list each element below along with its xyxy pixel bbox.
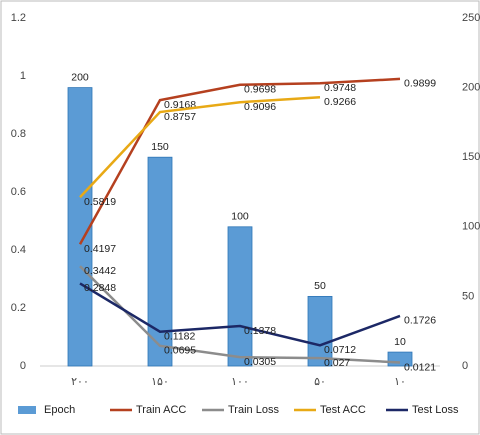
data-label: 100 [231,211,249,223]
y2-tick-label: 250 [462,12,480,24]
bar [227,226,253,367]
data-label: 50 [314,280,326,292]
y-tick-label: 0.4 [11,244,26,256]
data-label: 0.3442 [84,265,116,277]
y-tick-label: 0 [20,360,26,372]
data-label: 0.2848 [84,282,116,294]
bar [67,87,93,367]
y2-tick-label: 200 [462,82,480,94]
y2-tick-label: 150 [462,151,480,163]
data-label: 0.0712 [324,344,356,356]
legend-swatch [18,406,36,414]
line [79,265,401,364]
y2-tick-label: 0 [462,360,468,372]
bar [307,295,333,367]
data-label: 0.4197 [84,243,116,255]
data-label: 0.0121 [404,361,436,373]
data-label: 0.1378 [244,325,276,337]
legend-label: Test ACC [320,404,366,416]
y-tick-label: 0.8 [11,128,26,140]
data-label: 10 [394,336,406,348]
data-label: 0.9266 [324,96,356,108]
x-tick-label: ۱۰۰ [231,376,249,388]
legend-label: Train Loss [228,404,279,416]
legend-label: Epoch [44,404,75,416]
line [78,77,401,245]
line [79,282,401,347]
x-tick-label: ۱۰ [394,376,406,388]
legend-label: Test Loss [412,404,459,416]
x-tick-label: ۵۰ [314,376,326,388]
data-label: 0.0695 [164,345,196,357]
data-label: 150 [151,141,169,153]
data-label: 0.9899 [404,78,436,90]
data-label: 0.9748 [324,82,356,94]
x-tick-label: ۲۰۰ [71,376,89,388]
y-tick-label: 1.2 [11,12,26,24]
data-label: 0.1726 [404,315,436,327]
y2-tick-label: 100 [462,221,480,233]
y2-tick-label: 50 [462,290,474,302]
data-label: 0.5819 [84,196,116,208]
data-label: 0.1182 [164,331,195,343]
y-tick-label: 0.2 [11,302,26,314]
x-tick-label: ۱۵۰ [151,376,169,388]
data-label: 0.0305 [244,356,276,368]
data-label: 0.027 [324,357,350,369]
data-label: 0.8757 [164,111,196,123]
y-tick-label: 1 [20,70,26,82]
data-label: 0.9698 [244,84,276,96]
data-label: 200 [71,71,89,83]
legend-label: Train ACC [136,404,186,416]
y-tick-label: 0.6 [11,186,26,198]
data-label: 0.9096 [244,101,276,113]
line [79,96,321,199]
